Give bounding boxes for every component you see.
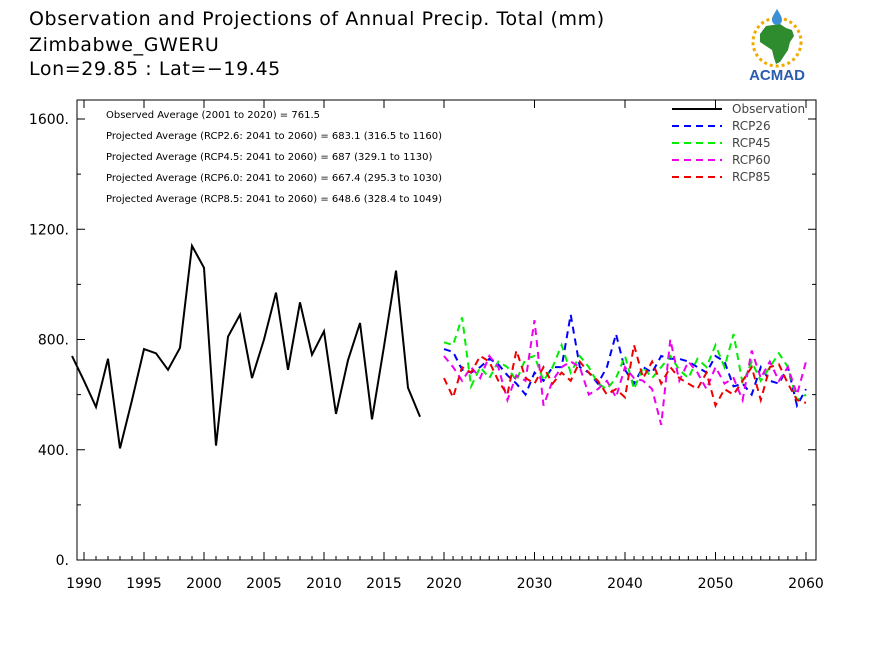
legend-label: RCP85 xyxy=(732,170,771,184)
chart-title: Observation and Projections of Annual Pr… xyxy=(29,8,605,30)
x-tick-label: 2060 xyxy=(788,576,824,592)
series-rcp60-line xyxy=(443,320,807,426)
x-tick-label: 2040 xyxy=(607,576,643,592)
series-observation-line xyxy=(71,242,421,449)
y-tick-label: 1200. xyxy=(29,222,69,238)
legend-label: RCP60 xyxy=(732,153,771,167)
annotation-line: Projected Average (RCP2.6: 2041 to 2060)… xyxy=(106,131,442,142)
annotation-line: Projected Average (RCP4.5: 2041 to 2060)… xyxy=(106,152,433,163)
legend-label: Observation xyxy=(732,102,805,116)
x-tick-label: 1990 xyxy=(66,576,102,592)
y-tick-label: 800. xyxy=(38,333,69,349)
y-tick-label: 0. xyxy=(56,553,69,569)
y-axis: 0. 400. 800. 1200. 1600. xyxy=(29,112,816,569)
plot-border xyxy=(76,99,817,561)
series-layer xyxy=(71,242,807,449)
logo-text: ACMAD xyxy=(749,67,805,84)
legend: Observation RCP26 RCP45 RCP60 RCP85 xyxy=(672,102,805,184)
annotation-line: Projected Average (RCP8.5: 2041 to 2060)… xyxy=(106,194,442,205)
series-rcp85-line xyxy=(443,344,807,409)
location-label: Zimbabwe_GWERU xyxy=(29,34,220,56)
legend-label: RCP26 xyxy=(732,119,771,133)
x-tick-label: 2015 xyxy=(366,576,402,592)
x-tick-label: 2030 xyxy=(517,576,553,592)
x-tick-label: 2005 xyxy=(246,576,282,592)
x-tick-label: 2050 xyxy=(698,576,734,592)
legend-label: RCP45 xyxy=(732,136,771,150)
annotations: Observed Average (2001 to 2020) = 761.5 P… xyxy=(106,110,442,205)
series-rcp45-line xyxy=(443,317,807,402)
x-tick-label: 2020 xyxy=(426,576,462,592)
annotation-line: Observed Average (2001 to 2020) = 761.5 xyxy=(106,110,320,121)
acmad-logo: ACMAD xyxy=(736,6,818,84)
coordinates-label: Lon=29.85 : Lat=−19.45 xyxy=(29,58,281,80)
annotation-line: Projected Average (RCP6.0: 2041 to 2060)… xyxy=(106,173,442,184)
water-drop-icon xyxy=(772,9,782,25)
y-tick-label: 1600. xyxy=(29,112,69,128)
x-tick-label: 2000 xyxy=(186,576,222,592)
x-axis: 1990 1995 2000 2005 2010 2015 2020 2030 2040 2050… xyxy=(66,100,824,592)
x-tick-label: 1995 xyxy=(126,576,162,592)
africa-map-icon: ACMAD xyxy=(749,9,805,84)
y-tick-label: 400. xyxy=(38,443,69,459)
plot-frame xyxy=(76,99,817,561)
x-tick-label: 2010 xyxy=(306,576,342,592)
africa-shape xyxy=(760,24,794,64)
sun-ring xyxy=(751,16,803,68)
